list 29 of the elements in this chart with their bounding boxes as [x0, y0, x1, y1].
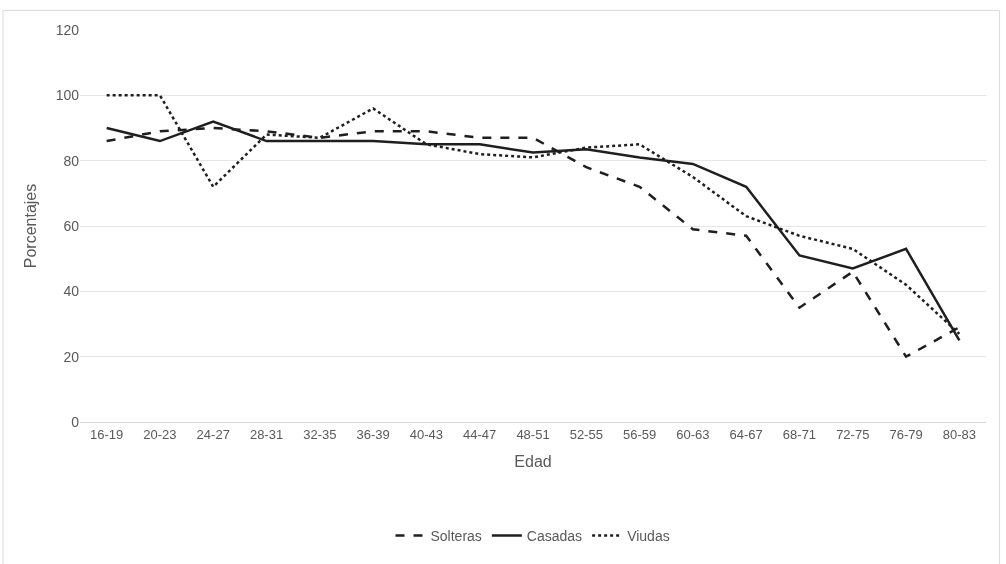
y-tick-label: 80 — [63, 152, 80, 169]
y-tick-label: 100 — [55, 87, 80, 104]
x-tick-label: 64-67 — [729, 426, 763, 442]
x-tick-label: 48-51 — [516, 426, 550, 442]
x-tick-label: 32-35 — [303, 426, 337, 442]
x-tick-label: 40-43 — [409, 426, 444, 442]
x-tick-label: 72-75 — [836, 426, 870, 442]
x-tick-label: 16-19 — [90, 426, 124, 442]
y-tick-label: 0 — [71, 413, 80, 430]
legend-label: Viudas — [627, 528, 670, 545]
x-tick-label: 24-27 — [196, 426, 230, 442]
x-tick-label: 56-59 — [622, 426, 657, 442]
x-tick-label: 28-31 — [249, 426, 284, 442]
x-tick-label: 76-79 — [889, 426, 923, 442]
y-tick-label: 20 — [63, 348, 80, 365]
y-tick-label: 40 — [63, 283, 80, 300]
x-axis-title: Edad — [514, 453, 552, 471]
x-tick-label: 80-83 — [942, 426, 976, 442]
x-tick-label: 60-63 — [676, 426, 710, 442]
legend-label: Solteras — [430, 528, 482, 545]
x-tick-label: 20-23 — [143, 426, 177, 442]
legend-label: Casadas — [526, 528, 583, 545]
x-tick-label: 44-47 — [463, 426, 497, 442]
y-tick-label: 120 — [55, 21, 80, 38]
x-tick-label: 68-71 — [782, 426, 817, 442]
y-tick-label: 60 — [63, 217, 80, 234]
x-tick-label: 52-55 — [569, 426, 603, 442]
x-tick-label: 36-39 — [356, 426, 390, 442]
y-axis-title: Porcentajes — [21, 183, 39, 269]
